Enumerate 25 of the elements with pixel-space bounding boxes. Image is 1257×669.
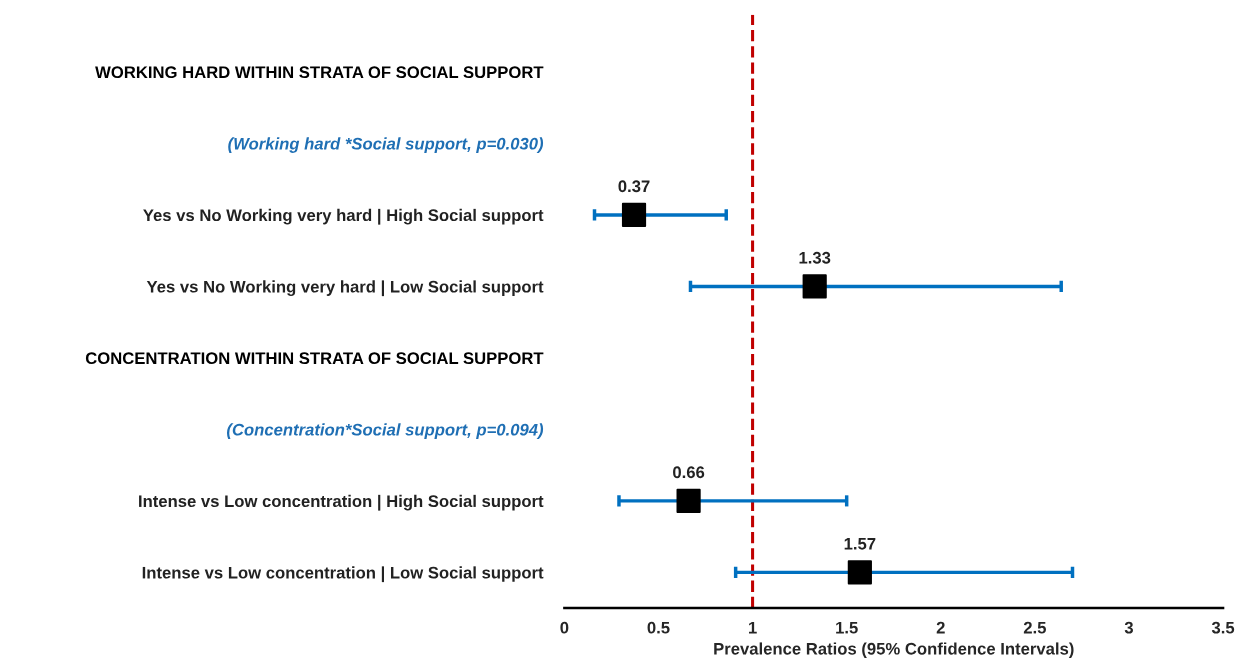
point	[847, 560, 872, 585]
x-tick-label: 2	[936, 621, 945, 634]
y-tick-label: (Concentration*Social support, p=0.094)	[226, 423, 544, 439]
point	[621, 202, 647, 227]
x-tick-label: 3	[1124, 621, 1133, 634]
x-tick-label: 0.5	[647, 621, 670, 634]
y-tick-label: Intense vs Low concentration | High Social support	[139, 494, 544, 511]
data-label: 0.37	[618, 180, 650, 193]
data-label: 1.33	[799, 251, 831, 264]
point	[676, 488, 701, 513]
y-tick-label: Yes vs No Working very hard | Low Social support	[146, 280, 544, 297]
y-tick-label: WORKING HARD WITHIN STRATA OF SOCIAL SUPPORT	[95, 66, 544, 79]
data-label: 0.66	[673, 466, 705, 479]
y-tick-label: (Working hard *Social support, p=0.030)	[228, 137, 544, 153]
x-tick-label: 0	[560, 621, 569, 634]
x-axis-title: Prevalence Ratios (95% Confidence Intervals)	[714, 642, 1074, 658]
y-tick-label: Yes vs No Working very hard | High Social support	[143, 208, 544, 225]
data-label: 1.57	[844, 538, 876, 550]
x-tick-label: 3.5	[1211, 621, 1235, 634]
point	[802, 274, 827, 299]
x-tick-label: 1	[749, 621, 757, 634]
x-tick-label: 1.5	[836, 621, 858, 634]
y-tick-label: CONCENTRATION WITHIN STRATA OF SOCIAL SUPPORT	[85, 352, 544, 365]
x-tick-label: 2.5	[1023, 621, 1046, 634]
y-tick-label: Intense vs Low concentration | Low Social support	[142, 566, 544, 583]
